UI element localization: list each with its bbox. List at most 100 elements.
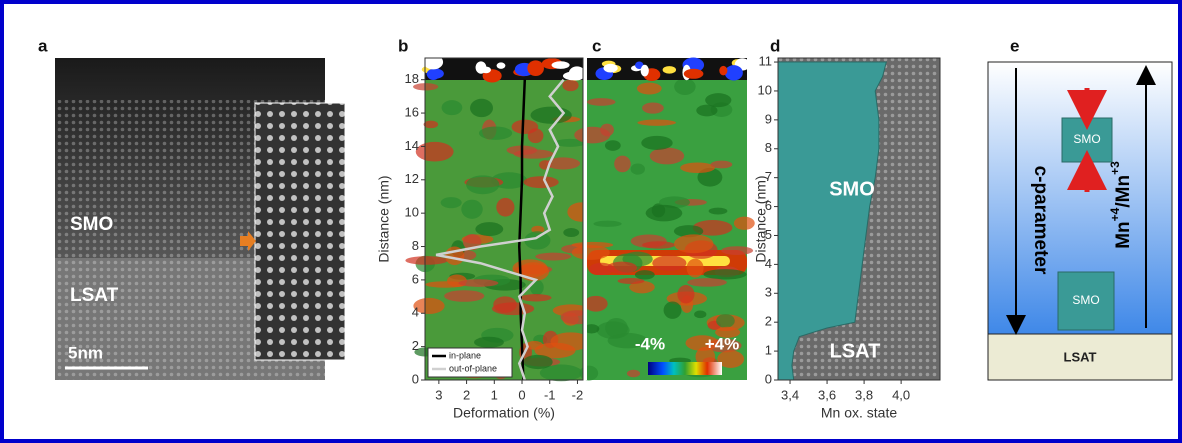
y-tick-label: 0 <box>765 371 772 386</box>
texture <box>685 335 719 351</box>
y-tick-label: 2 <box>765 314 772 329</box>
y-tick-label: 4 <box>765 256 772 271</box>
texture <box>525 340 544 350</box>
texture <box>696 104 718 117</box>
y-tick-label: 2 <box>412 338 419 353</box>
texture <box>636 82 662 95</box>
texture <box>523 354 553 370</box>
texture <box>524 231 551 250</box>
texture <box>440 197 462 209</box>
texture <box>629 280 655 294</box>
y-tick-label: 18 <box>405 71 419 86</box>
texture <box>673 234 714 254</box>
texture <box>523 176 559 189</box>
texture <box>695 346 716 367</box>
texture <box>583 324 600 334</box>
unit-cell <box>1057 271 1115 331</box>
inset-atoms <box>255 103 345 360</box>
y-tick-label: 6 <box>765 198 772 213</box>
texture <box>466 175 500 195</box>
panel-a: a SMO LSAT 5nm <box>38 36 346 380</box>
layer-label: LSAT <box>70 285 119 306</box>
texture <box>426 68 444 79</box>
texture <box>687 278 727 287</box>
layer-label: SMO <box>829 178 875 200</box>
texture <box>413 297 445 315</box>
text: /Mn <box>1113 175 1134 208</box>
texture <box>715 326 741 338</box>
texture <box>563 228 580 238</box>
interface-arrow <box>240 231 256 251</box>
legend-label: in-plane <box>449 350 481 360</box>
texture <box>705 93 732 108</box>
plot-frame <box>424 57 584 381</box>
texture <box>645 204 683 222</box>
texture <box>413 83 439 91</box>
texture <box>444 290 485 302</box>
texture <box>626 369 641 378</box>
x-tick-label: 2 <box>463 387 470 402</box>
texture <box>474 336 504 348</box>
text: Mn <box>1113 221 1134 248</box>
substrate-label: LSAT <box>1064 349 1097 364</box>
texture <box>478 126 513 140</box>
y-tick-label: 3 <box>765 285 772 300</box>
texture <box>415 141 454 162</box>
texture <box>642 241 676 249</box>
texture <box>568 66 586 81</box>
texture <box>562 79 579 92</box>
y-tick-label: 8 <box>765 140 772 155</box>
panel-label: a <box>38 36 48 55</box>
texture <box>530 106 572 124</box>
area <box>777 61 887 381</box>
texture <box>546 157 581 170</box>
y-tick-label: 0 <box>412 371 419 386</box>
texture <box>663 301 682 319</box>
texture <box>683 68 704 79</box>
texture <box>534 342 576 359</box>
texture <box>441 100 463 116</box>
colorbar <box>648 362 722 375</box>
texture <box>710 160 733 169</box>
x-tick-label: 0 <box>518 387 525 402</box>
x-tick-label: -2 <box>572 387 584 402</box>
box-label: SMO <box>1072 293 1099 307</box>
texture <box>708 207 728 215</box>
texture <box>496 62 506 69</box>
layer-label: SMO <box>70 214 113 235</box>
texture <box>520 294 552 302</box>
text: +3 <box>1108 161 1122 175</box>
mn-ratio-label: Mn+4/Mn+3 <box>1108 161 1134 249</box>
texture <box>605 318 628 338</box>
texture <box>635 61 644 70</box>
x-tick-label: 3 <box>435 387 442 402</box>
texture <box>423 54 444 70</box>
texture <box>604 140 621 151</box>
panel-c: c -4% +4% <box>592 36 739 375</box>
texture <box>496 197 515 217</box>
profile-line <box>435 78 566 381</box>
y-tick-label: 14 <box>405 138 419 153</box>
y-tick-label: 9 <box>765 111 772 126</box>
texture <box>571 241 614 249</box>
texture <box>724 65 743 81</box>
x-tick-label: 3,4 <box>781 387 799 402</box>
texture <box>527 128 544 144</box>
strain-map-c <box>571 57 755 381</box>
texture <box>716 313 735 328</box>
texture <box>686 258 704 278</box>
x-tick-label: 3,8 <box>855 387 873 402</box>
texture <box>475 222 504 237</box>
texture <box>527 60 544 77</box>
y-tick-label: 12 <box>405 171 419 186</box>
texture <box>641 135 673 150</box>
texture <box>458 279 499 287</box>
texture <box>475 61 487 74</box>
strain-map-b <box>405 54 595 382</box>
texture <box>531 225 545 234</box>
y-tick-label: 5 <box>765 227 772 242</box>
texture <box>694 310 707 319</box>
texture <box>719 65 728 76</box>
y-tick-label: 6 <box>412 271 419 286</box>
texture <box>584 295 608 312</box>
